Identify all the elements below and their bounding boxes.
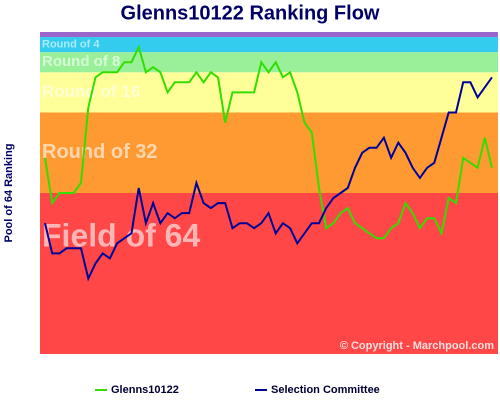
- band-label: Round of 32: [42, 141, 158, 163]
- band-label: Round of 8: [42, 53, 120, 70]
- band-label: Round of 16: [42, 82, 140, 101]
- copyright: © Copyright - Marchpool.com: [340, 340, 494, 352]
- chart-title: Glenns10122 Ranking Flow: [121, 2, 380, 24]
- band: [40, 37, 498, 53]
- series-line: [44, 44, 493, 240]
- band: [40, 32, 498, 38]
- legend-label: Glenns10122: [111, 384, 179, 396]
- band: [40, 193, 498, 354]
- band: [40, 72, 498, 113]
- band-label: Round of 4: [42, 38, 100, 50]
- band: [40, 112, 498, 193]
- legend-label: Selection Committee: [271, 384, 380, 396]
- y-axis-label: Pool of 64 Ranking: [3, 143, 15, 242]
- series-line: [44, 76, 493, 282]
